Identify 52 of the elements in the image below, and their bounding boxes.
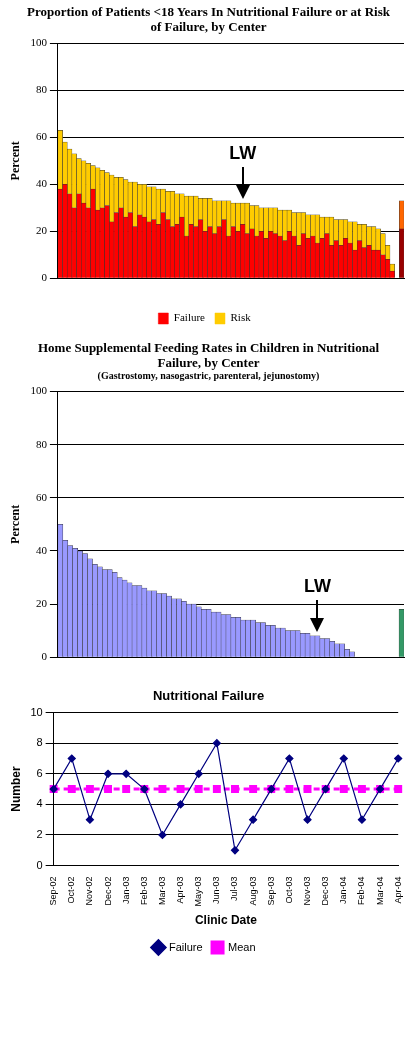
y-tick-label: 100 [30, 36, 48, 49]
x-tick-label: Apr-03 [175, 876, 186, 904]
chart-title: Proportion of Patients <18 Years In Nutritional Failure or at Risk of Failure, by Center [26, 4, 391, 34]
y-axis-title: Number [8, 766, 23, 812]
chart-title: Home Supplemental Feeding Rates in Children in Nutritional Failure, by Center [36, 340, 380, 370]
x-tick-label: Mar-03 [156, 876, 167, 906]
legend-label: Failure [168, 940, 203, 953]
chart-subtitle: (Gastrostomy, nasogastric, parenteral, jejunostomy) [96, 370, 321, 382]
x-tick-label: Jun-03 [211, 876, 222, 905]
y-tick-label: 2 [36, 828, 43, 841]
y-tick-label: 100 [30, 384, 48, 397]
chart-title: Nutritional Failure [151, 688, 266, 703]
y-tick-label: 0 [36, 858, 43, 871]
y-tick-label: 60 [35, 130, 48, 143]
x-tick-label: Apr-04 [392, 876, 403, 904]
x-tick-label: Feb-04 [356, 876, 367, 906]
y-axis-title: Percent [8, 504, 23, 544]
y-tick-label: 20 [35, 596, 48, 609]
y-tick-label: 8 [36, 736, 43, 749]
x-tick-label: Jul-03 [229, 876, 240, 902]
annotation: LW [229, 143, 257, 164]
y-tick-label: 80 [35, 83, 48, 96]
x-tick-label: Jan-04 [338, 876, 349, 905]
x-tick-label: Aug-03 [247, 876, 258, 906]
x-tick-label: Oct-02 [66, 876, 77, 904]
y-tick-label: 40 [35, 177, 48, 190]
x-tick-label: Mar-04 [374, 876, 385, 906]
x-tick-label: May-03 [193, 876, 204, 907]
annotation: LW [303, 575, 331, 596]
y-tick-label: 4 [36, 797, 43, 810]
y-tick-label: 60 [35, 490, 48, 503]
y-tick-label: 80 [35, 437, 48, 450]
y-tick-label: 20 [35, 224, 48, 237]
legend-label: Mean [228, 940, 256, 953]
legend-label: Failure [173, 311, 206, 324]
x-tick-label: Sep-02 [48, 876, 59, 906]
y-tick-label: 0 [41, 650, 48, 663]
x-tick-label: Sep-03 [265, 876, 276, 906]
x-tick-label: Feb-03 [138, 876, 149, 906]
y-tick-label: 6 [36, 766, 43, 779]
y-tick-label: 40 [35, 543, 48, 556]
x-tick-label: Oct-03 [283, 876, 294, 904]
y-tick-label: 0 [41, 271, 48, 284]
x-tick-label: Dec-03 [320, 876, 331, 906]
x-tick-label: Dec-02 [102, 876, 113, 906]
y-tick-label: 10 [30, 705, 43, 718]
y-axis-title: Percent [8, 141, 23, 181]
x-axis-title: Clinic Date [194, 913, 258, 928]
legend-label: Risk [230, 311, 252, 324]
x-tick-label: Jan-03 [120, 876, 131, 905]
x-tick-label: Nov-02 [84, 876, 95, 906]
x-tick-label: Nov-03 [302, 876, 313, 906]
